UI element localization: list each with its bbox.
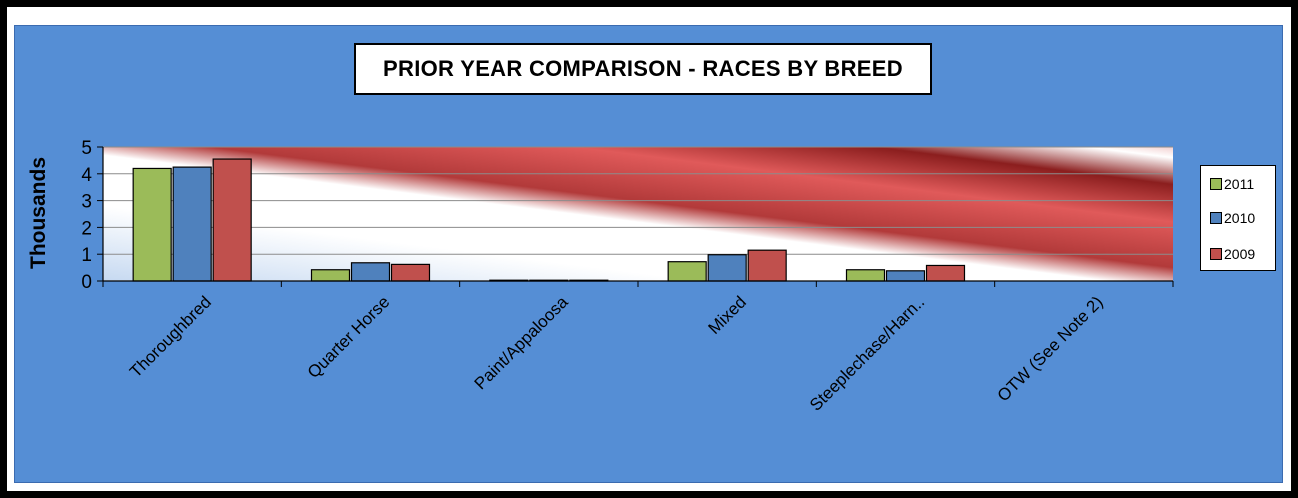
- bar-2010-4: [885, 270, 926, 282]
- legend: 2011 2010 2009: [1200, 165, 1276, 271]
- y-tick-label: 5: [81, 138, 92, 159]
- y-tick-label: 1: [81, 245, 92, 266]
- bar-2009-3: [747, 249, 787, 282]
- legend-swatch-2009: [1210, 248, 1222, 260]
- bar-2010-3: [707, 254, 747, 282]
- y-tick-label: 3: [81, 192, 92, 213]
- bar-2010-1: [350, 262, 391, 282]
- bar-2009-1: [390, 263, 431, 282]
- x-tick-label: Mixed: [704, 292, 750, 338]
- bar-2011-1: [310, 269, 351, 282]
- x-tick-label: Paint/Appaloosa: [471, 292, 572, 393]
- legend-swatch-2011: [1210, 178, 1222, 190]
- y-axis-title: Thousands: [27, 157, 50, 269]
- x-tick-label: OTW (See Note 2): [994, 292, 1107, 405]
- bar-2011-0: [132, 167, 172, 282]
- legend-label-2011: 2011: [1224, 176, 1255, 192]
- y-tick-label: 2: [81, 218, 92, 239]
- bar-2009-0: [212, 158, 252, 282]
- legend-item-2011: 2011: [1210, 176, 1254, 192]
- plot-area: [103, 147, 1173, 281]
- bar-2009-4: [925, 264, 966, 282]
- bar-2010-0: [172, 166, 212, 282]
- bar-2011-3: [667, 261, 707, 282]
- bar-2011-4: [845, 269, 886, 282]
- x-tick-label: Steeplechase/Harn..: [806, 292, 928, 414]
- chart-title: PRIOR YEAR COMPARISON - RACES BY BREED: [354, 43, 932, 95]
- x-tick-label: Quarter Horse: [304, 292, 394, 382]
- legend-item-2009: 2009: [1210, 246, 1255, 262]
- x-tick-label: Thoroughbred: [126, 292, 215, 381]
- legend-label-2009: 2009: [1224, 246, 1256, 262]
- y-tick-label: 0: [81, 272, 92, 293]
- legend-swatch-2010: [1210, 212, 1222, 224]
- legend-item-2010: 2010: [1210, 210, 1255, 226]
- legend-label-2010: 2010: [1224, 210, 1256, 226]
- y-tick-label: 4: [81, 165, 92, 186]
